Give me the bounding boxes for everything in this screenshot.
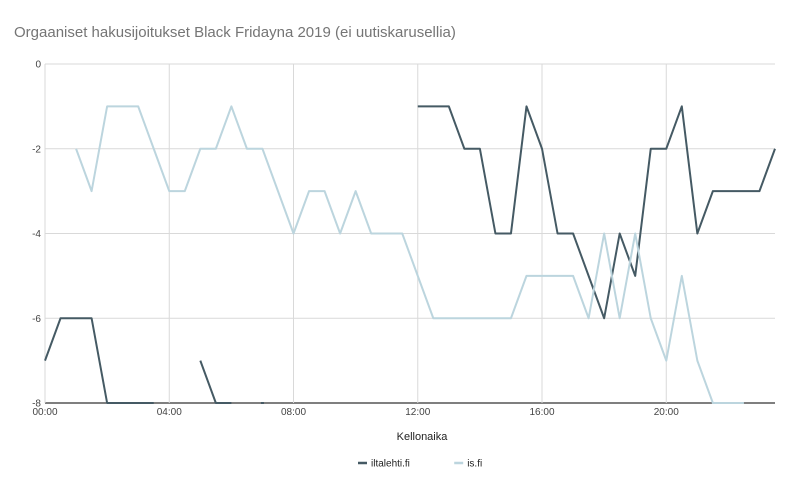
gridlines	[44, 63, 775, 404]
x-axis-ticks: 00:00 04:00 08:00 12:00 16:00 20:00	[32, 407, 679, 418]
series-iltalehti-fi	[44, 105, 776, 404]
series-line-segment	[44, 317, 154, 404]
x-tick-label: 08:00	[281, 407, 306, 418]
series-line-segment	[75, 105, 744, 404]
x-tick-label: 04:00	[157, 407, 182, 418]
x-tick-label: 00:00	[32, 407, 57, 418]
y-tick-label: -2	[32, 144, 41, 155]
y-tick-label: -6	[32, 314, 41, 325]
chart-title: Orgaaniset hakusijoitukset Black Fridayn…	[14, 24, 456, 41]
x-tick-label: 12:00	[405, 407, 430, 418]
y-axis-ticks: 0 -2 -4 -6 -8	[32, 60, 41, 410]
y-tick-label: -4	[32, 229, 41, 240]
legend-item: is.fi	[454, 459, 482, 470]
x-tick-label: 20:00	[654, 407, 679, 418]
legend: iltalehti.fi is.fi	[358, 459, 482, 470]
legend-label: is.fi	[467, 459, 482, 470]
y-tick-label: -8	[32, 399, 41, 410]
series-lines	[44, 105, 776, 404]
x-tick-label: 16:00	[530, 407, 555, 418]
legend-label: iltalehti.fi	[371, 459, 410, 470]
legend-item: iltalehti.fi	[358, 459, 410, 470]
series-line-segment	[199, 360, 232, 404]
x-axis-label: Kellonaika	[397, 431, 449, 443]
series-line-segment	[417, 105, 776, 320]
series-is-fi	[75, 105, 744, 404]
y-tick-label: 0	[35, 60, 41, 71]
